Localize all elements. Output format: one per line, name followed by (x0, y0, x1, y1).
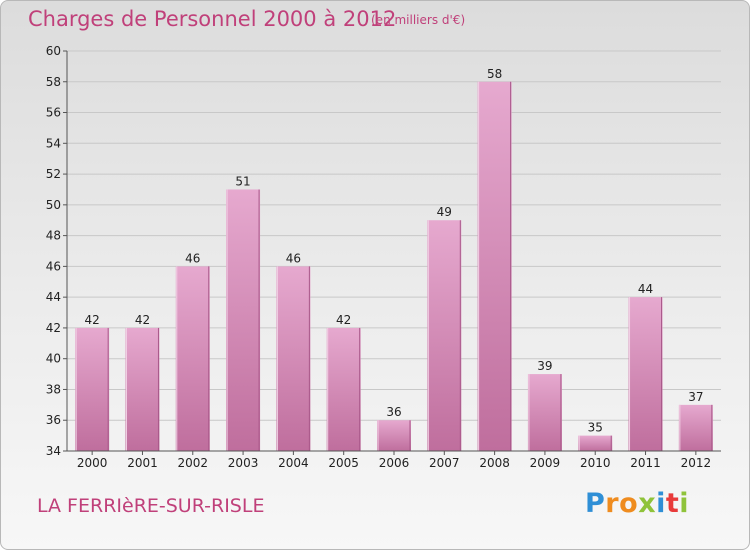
x-tick-label: 2004 (278, 456, 309, 470)
y-tick-label: 58 (46, 75, 61, 89)
proxiti-logo: Proxiti (585, 488, 689, 519)
x-tick-label: 2008 (479, 456, 510, 470)
bar (477, 81, 512, 452)
logo-letter: x (638, 488, 657, 519)
commune-name: LA FERRIèRE-SUR-RISLE (37, 495, 265, 517)
x-tick-label: 2009 (530, 456, 561, 470)
bar (628, 297, 663, 451)
y-tick-label: 36 (46, 413, 61, 427)
bar (427, 220, 462, 451)
data-label: 42 (336, 313, 351, 327)
data-label: 35 (588, 421, 603, 435)
chart-title: Charges de Personnel 2000 à 2012 (28, 7, 397, 31)
y-tick-label: 46 (46, 259, 61, 273)
bar (276, 266, 311, 451)
data-label: 46 (185, 251, 200, 265)
y-tick-label: 52 (46, 167, 61, 181)
bar (75, 327, 110, 451)
bar (678, 404, 713, 451)
x-tick-label: 2006 (379, 456, 410, 470)
y-tick-label: 34 (46, 444, 61, 458)
bar (125, 327, 160, 451)
x-tick-label: 2003 (228, 456, 259, 470)
logo-letter: i (656, 488, 666, 519)
bar (226, 189, 261, 451)
logo-letter: r (605, 488, 620, 519)
y-tick-label: 42 (46, 321, 61, 335)
y-tick-label: 56 (46, 106, 61, 120)
data-label: 58 (487, 67, 502, 81)
x-tick-label: 2005 (328, 456, 359, 470)
data-label: 42 (85, 313, 100, 327)
grid-lines (67, 50, 721, 421)
y-tick-label: 48 (46, 229, 61, 243)
bar (175, 266, 210, 451)
logo-letter: o (619, 488, 639, 519)
y-tick-label: 38 (46, 382, 61, 396)
data-label: 39 (537, 359, 552, 373)
data-label: 46 (286, 251, 301, 265)
x-tick-label: 2010 (580, 456, 611, 470)
bars (75, 81, 713, 452)
bar (377, 420, 411, 451)
data-label: 37 (688, 390, 703, 404)
x-tick-label: 2011 (630, 456, 661, 470)
logo-letter: t (665, 488, 680, 519)
y-tick-label: 50 (46, 198, 61, 212)
y-tick-label: 40 (46, 352, 61, 366)
logo-letter: P (585, 488, 606, 519)
axes: 34 36 38 40 42 44 46 48 50 52 54 56 58 60 2000 2001 2002… (46, 44, 721, 470)
labels: 42 42 46 51 46 42 36 49 58 39 35 44 37 (85, 67, 704, 435)
data-label: 36 (386, 405, 401, 419)
data-label: 49 (437, 205, 452, 219)
x-tick-label: 2012 (681, 456, 712, 470)
chart-subtitle: (en milliers d'€) (371, 13, 466, 27)
bar (578, 435, 613, 451)
bar (326, 327, 361, 451)
y-tick-label: 44 (46, 290, 61, 304)
data-label: 42 (135, 313, 150, 327)
logo-letter: i (679, 488, 690, 519)
x-tick-label: 2007 (429, 456, 460, 470)
data-label: 44 (638, 282, 653, 296)
x-tick-label: 2000 (77, 456, 108, 470)
data-label: 51 (235, 174, 250, 188)
x-tick-label: 2001 (127, 456, 158, 470)
y-tick-label: 60 (46, 44, 61, 58)
bar (527, 374, 562, 451)
x-tick-label: 2002 (177, 456, 208, 470)
y-tick-label: 54 (46, 136, 61, 150)
